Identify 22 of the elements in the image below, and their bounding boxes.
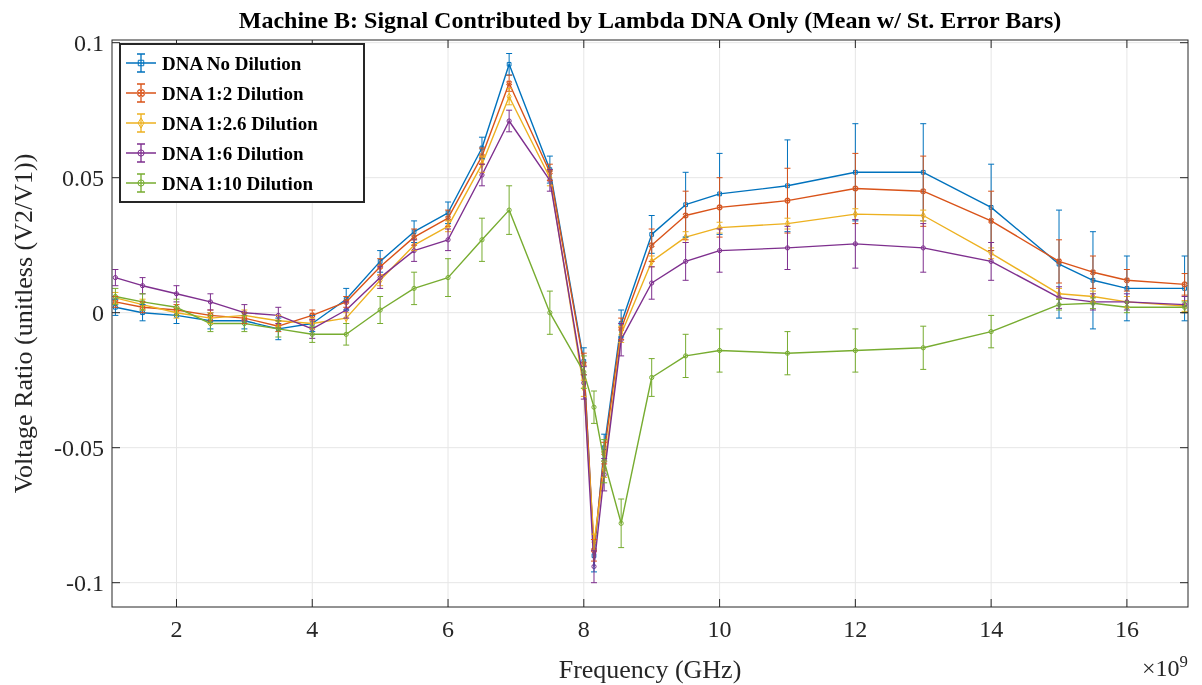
y-tick-label: 0	[92, 299, 104, 326]
y-tick-label: 0.05	[62, 164, 104, 191]
text: ×10$^{9}$	[1142, 651, 1188, 681]
chart-title: Machine B: Signal Contributed by Lambda DNA Only (Mean w/ St. Error Bars)	[238, 7, 1062, 33]
x-tick-label: 14	[979, 616, 1004, 642]
x-tick-label: 10	[707, 616, 732, 642]
legend-label: DNA 1:10 Dilution	[162, 173, 314, 194]
x-tick-label: 16	[1114, 616, 1139, 642]
x-tick-label: 12	[843, 616, 868, 642]
x-tick-label: 6	[442, 616, 455, 642]
x-tick-label: 4	[306, 616, 319, 642]
legend-label: DNA No Dilution	[162, 53, 302, 74]
x-tick-label: 2	[170, 616, 183, 642]
y-axis-title: Voltage Ratio (unitless (V2/V1))	[9, 153, 38, 494]
legend-label: DNA 1:2.6 Dilution	[162, 113, 319, 134]
y-tick-label: -0.1	[66, 569, 104, 596]
x-axis-title: Frequency (GHz)	[558, 655, 742, 684]
x-tick-label: 8	[577, 616, 590, 642]
legend-label: DNA 1:6 Dilution	[162, 143, 304, 164]
legend-label: DNA 1:2 Dilution	[162, 83, 304, 104]
y-tick-label: -0.05	[54, 434, 104, 461]
y-tick-label: 0.1	[74, 29, 104, 56]
